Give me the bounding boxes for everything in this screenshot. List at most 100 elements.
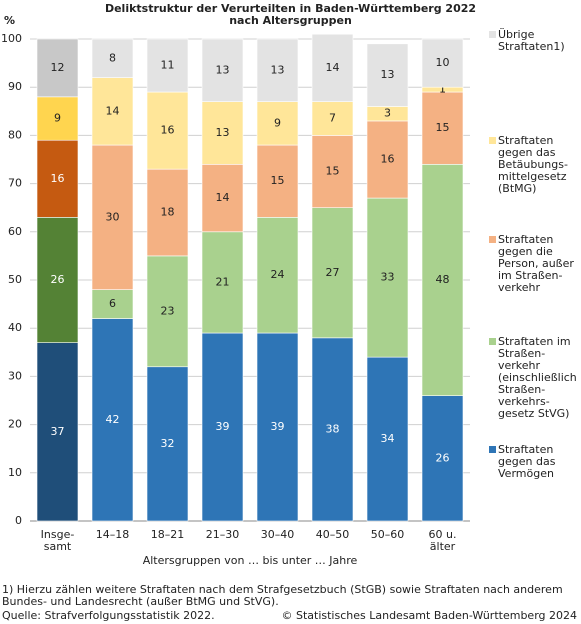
data-label: 10 [436, 56, 450, 69]
bar-segment [146, 366, 189, 522]
data-label: 16 [161, 124, 175, 137]
bar-segment [421, 91, 464, 165]
bar-segment [256, 332, 299, 522]
legend-label: Übrige Straftaten1) [498, 28, 565, 53]
data-label: 6 [109, 297, 116, 310]
legend-label: Straftaten gegen das Betäubungs- mittelg… [498, 134, 568, 195]
legend-swatch [489, 446, 496, 453]
y-tick-label: 0 [15, 514, 22, 527]
bar-segment [91, 38, 134, 78]
bar-segment [366, 120, 409, 199]
data-label: 14 [216, 191, 230, 204]
bar-segment [311, 33, 354, 102]
data-label: 37 [51, 425, 65, 438]
legend-swatch [489, 236, 496, 243]
y-tick-label: 80 [8, 128, 22, 141]
data-label: 38 [326, 422, 340, 435]
chart-title: Deliktstruktur der Verurteilten in Baden… [104, 2, 477, 27]
bar-segment [146, 38, 189, 93]
data-label: 27 [326, 266, 340, 279]
bar-segment [146, 168, 189, 257]
legend-label: Straftaten gegen das Vermögen [498, 443, 556, 480]
bar-segment [36, 342, 79, 522]
legend-swatch [489, 31, 496, 38]
bar-segment [366, 43, 409, 107]
data-label: 8 [109, 51, 116, 64]
data-label: 39 [216, 420, 230, 433]
y-axis-label: % [4, 14, 16, 27]
source: Quelle: Strafverfolgungsstatistik 2022. [2, 609, 215, 622]
bar-segment [311, 207, 354, 339]
data-label: 30 [106, 210, 120, 223]
bar-segment [201, 231, 244, 334]
bar-segment [311, 101, 354, 136]
legend-swatch [489, 338, 496, 345]
data-label: 9 [274, 116, 281, 129]
y-tick-label: 20 [8, 418, 22, 431]
data-label: 15 [271, 174, 285, 187]
legend-swatch [489, 137, 496, 144]
data-label: 15 [326, 165, 340, 178]
y-tick-label: 50 [8, 273, 22, 286]
data-label: 13 [216, 63, 230, 76]
data-label: 9 [54, 112, 61, 125]
bar-segment [36, 38, 79, 98]
data-label: 13 [216, 126, 230, 139]
bar-segment [91, 318, 134, 522]
x-tick-label: 40–50 [315, 528, 350, 541]
data-label: 48 [436, 273, 450, 286]
data-label: 16 [381, 153, 395, 166]
data-label: 1 [439, 83, 446, 96]
bar-segment [91, 144, 134, 290]
legend-label: Straftaten im Straßen- verkehr (einschli… [498, 335, 577, 420]
footnote: 1) Hierzu zählen weitere Straftaten nach… [2, 583, 563, 608]
bar-segment [256, 101, 299, 146]
x-axis-label: Altersgruppen von … bis unter … Jahre [142, 554, 358, 567]
x-tick-label: 30–40 [260, 528, 295, 541]
data-label: 13 [271, 63, 285, 76]
bar-segment [421, 164, 464, 396]
x-tick-label: 21–30 [205, 528, 240, 541]
bar-segment [256, 38, 299, 102]
x-tick-label: 18–21 [150, 528, 185, 541]
data-label: 34 [381, 432, 395, 445]
bar-segment [256, 217, 299, 334]
y-tick-label: 60 [8, 225, 22, 238]
data-label: 7 [329, 112, 336, 125]
bar-segment [311, 135, 354, 208]
bar-segment [91, 77, 134, 146]
data-label: 12 [51, 61, 65, 74]
bar-segment [421, 38, 464, 88]
data-label: 26 [51, 273, 65, 286]
x-tick-label: 60 u. älter [428, 528, 457, 553]
legend-label: Straftaten gegen die Person, außer im St… [498, 233, 574, 294]
data-label: 21 [216, 275, 230, 288]
y-tick-label: 100 [1, 32, 22, 45]
bar-segment [91, 289, 134, 319]
bar-segment [366, 197, 409, 358]
data-label: 32 [161, 437, 175, 450]
data-label: 39 [271, 420, 285, 433]
x-tick-label: Insge- samt [40, 528, 75, 553]
bar-segment [201, 101, 244, 165]
data-label: 11 [161, 59, 175, 72]
bar-segment [421, 395, 464, 522]
bar-segment [366, 356, 409, 522]
data-label: 14 [326, 61, 340, 74]
data-label: 15 [436, 121, 450, 134]
y-tick-label: 10 [8, 466, 22, 479]
data-label: 16 [51, 172, 65, 185]
copyright: © Statistisches Landesamt Baden-Württemb… [281, 609, 577, 622]
data-label: 13 [381, 68, 395, 81]
y-tick-label: 30 [8, 369, 22, 382]
x-tick-label: 14–18 [95, 528, 130, 541]
x-tick-label: 50–60 [370, 528, 405, 541]
y-tick-label: 90 [8, 80, 22, 93]
data-label: 24 [271, 268, 285, 281]
data-label: 33 [381, 271, 395, 284]
y-tick-label: 70 [8, 177, 22, 190]
y-tick-label: 40 [8, 321, 22, 334]
bar-segment [201, 38, 244, 102]
